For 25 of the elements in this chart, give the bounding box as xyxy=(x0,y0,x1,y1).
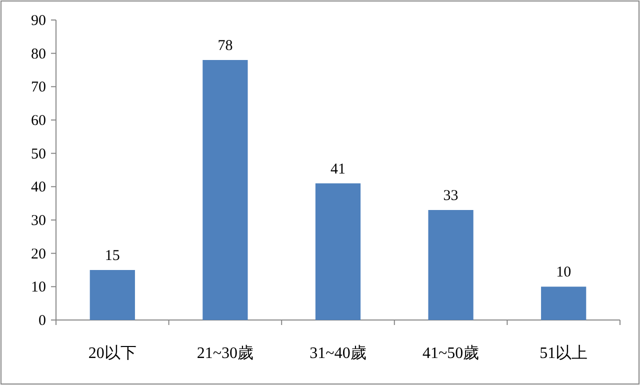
x-tick-label: 41~50歲 xyxy=(422,344,480,362)
x-tick-label: 51以上 xyxy=(540,344,588,362)
y-tick-label: 30 xyxy=(31,213,46,229)
y-tick-label: 90 xyxy=(31,13,46,29)
x-tick-label: 20以下 xyxy=(88,344,136,362)
data-label: 78 xyxy=(218,38,233,54)
bar xyxy=(315,183,361,320)
y-tick-label: 50 xyxy=(31,146,46,162)
x-tick-label: 31~40歲 xyxy=(310,344,366,362)
y-tick-label: 0 xyxy=(38,313,46,329)
bar xyxy=(90,270,135,320)
data-label: 15 xyxy=(104,248,120,264)
y-tick-label: 60 xyxy=(31,113,46,129)
y-tick-label: 20 xyxy=(31,246,46,262)
y-tick-label: 40 xyxy=(31,180,46,196)
bar xyxy=(202,60,248,320)
y-tick-label: 10 xyxy=(31,280,46,296)
data-label: 33 xyxy=(443,188,458,204)
y-tick-label: 70 xyxy=(31,80,46,96)
x-tick-label: 21~30歲 xyxy=(196,344,254,362)
data-label: 10 xyxy=(556,264,572,281)
bar xyxy=(541,286,586,320)
bar xyxy=(428,210,474,320)
y-tick-label: 80 xyxy=(31,46,46,62)
data-label: 41 xyxy=(330,161,346,178)
